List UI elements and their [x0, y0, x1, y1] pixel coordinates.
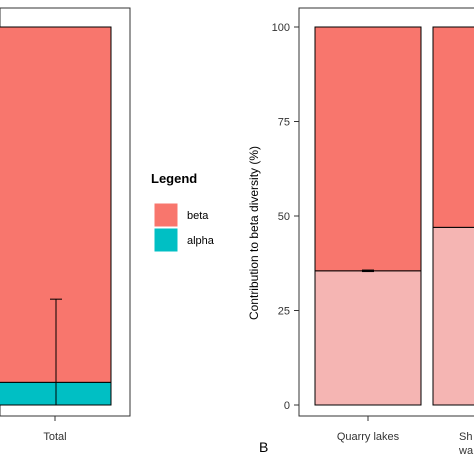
legend-key-alpha	[153, 227, 179, 253]
bar-segment	[314, 26, 422, 272]
bar-segment	[314, 270, 422, 406]
panel-b-y-axis: 0 25 50 75 100	[272, 22, 299, 412]
y-tick-label: 50	[278, 211, 290, 223]
x-tick-label: wa	[458, 445, 474, 457]
y-tick-label: 0	[284, 400, 290, 412]
panel-a-error-bar	[50, 298, 62, 406]
panel-b-frame	[298, 7, 474, 417]
panel-a-x-tick-label: Total	[43, 431, 66, 443]
legend-label-alpha: alpha	[187, 235, 215, 247]
x-tick-label: Quarry lakes	[337, 431, 400, 443]
panel-b-label: B	[259, 439, 268, 455]
panel-b-error-bar	[362, 269, 374, 273]
x-tick-label: Sh	[459, 431, 472, 443]
panel-a: Total	[0, 7, 131, 443]
panel-a-frame	[0, 7, 131, 417]
y-tick-label: 75	[278, 117, 290, 129]
bar-segment	[432, 26, 474, 228]
y-tick-label: 100	[272, 22, 290, 34]
panel-b-x-axis: Quarry lakes Sh wa	[337, 416, 474, 457]
legend: Legend beta alpha	[151, 171, 215, 253]
legend-key-beta	[153, 202, 179, 228]
panel-b-bars	[314, 26, 474, 406]
legend-label-beta: beta	[187, 210, 209, 222]
y-tick-label: 25	[278, 306, 290, 318]
bar-segment	[432, 226, 474, 406]
legend-title: Legend	[151, 171, 197, 186]
panel-b: 0 25 50 75 100 Quarry lakes Sh wa Contribution…	[247, 7, 474, 457]
panel-b-y-axis-title: Contribution to beta diversity (%)	[247, 146, 261, 320]
